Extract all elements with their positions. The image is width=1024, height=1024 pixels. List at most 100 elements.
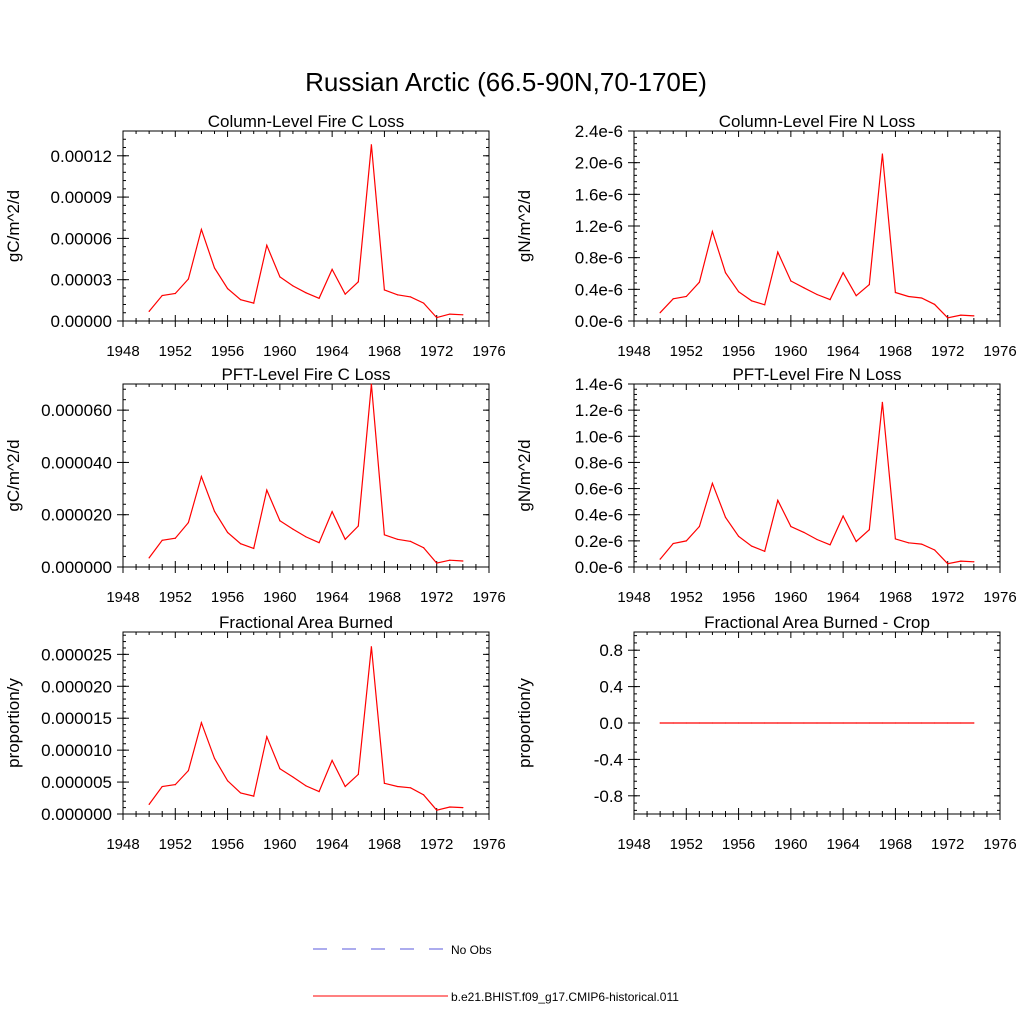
data-point xyxy=(357,281,359,283)
data-point xyxy=(934,722,936,724)
data-point xyxy=(187,521,189,524)
x-tick-label: 1952 xyxy=(159,343,192,360)
data-point xyxy=(161,294,163,297)
data-point xyxy=(816,722,818,724)
x-tick-label: 1972 xyxy=(420,589,453,606)
data-point xyxy=(777,251,779,253)
panel-title: PFT-Level Fire C Loss xyxy=(221,365,390,384)
data-point xyxy=(685,722,687,724)
data-point xyxy=(907,295,910,298)
data-point xyxy=(436,809,438,811)
y-tick-label: 0.000020 xyxy=(41,677,112,696)
data-point xyxy=(292,528,294,530)
data-point xyxy=(751,722,753,724)
data-point xyxy=(383,782,386,784)
data-point xyxy=(842,515,844,517)
data-point xyxy=(423,794,425,796)
data-point xyxy=(187,769,189,772)
data-point xyxy=(934,303,936,305)
x-tick-label: 1976 xyxy=(983,836,1016,853)
data-point xyxy=(920,543,923,545)
data-point xyxy=(187,278,189,280)
y-axis-label: gC/m^2/d xyxy=(4,190,23,262)
x-tick-label: 1968 xyxy=(368,343,401,360)
x-tick-label: 1960 xyxy=(774,589,807,606)
x-tick-label: 1972 xyxy=(420,343,453,360)
x-tick-label: 1976 xyxy=(472,589,505,606)
data-point xyxy=(737,535,740,537)
data-point xyxy=(829,544,831,546)
x-tick-label: 1976 xyxy=(472,836,505,853)
y-tick-label: -0.8 xyxy=(594,787,623,806)
y-tick-label: 0.000000 xyxy=(41,805,112,824)
data-point xyxy=(318,297,320,299)
chart-panels: Column-Level Fire C Loss gC/m^2/d 1948 1952… xyxy=(4,112,1017,853)
y-tick-label: 2.0e-6 xyxy=(575,154,623,173)
y-tick-label: 0.0 xyxy=(599,714,623,733)
data-point xyxy=(659,312,661,314)
y-tick-label: 0.8e-6 xyxy=(575,249,623,268)
x-tick-label: 1968 xyxy=(368,589,401,606)
data-point xyxy=(855,722,857,724)
chart-panel-1: Column-Level Fire C Loss gC/m^2/d 1948 1952… xyxy=(4,112,506,360)
data-point xyxy=(907,722,910,724)
data-point xyxy=(659,722,661,724)
data-point xyxy=(383,289,386,291)
data-point xyxy=(894,722,897,724)
data-point xyxy=(174,292,176,295)
data-point xyxy=(829,722,831,724)
series-line xyxy=(659,153,974,319)
y-tick-label: 0.000020 xyxy=(41,506,112,525)
data-point xyxy=(685,295,687,298)
plot-frame xyxy=(633,130,1001,322)
data-point xyxy=(344,785,346,788)
data-point xyxy=(868,722,870,724)
x-tick-label: 1952 xyxy=(159,836,192,853)
data-point xyxy=(240,543,242,545)
data-point xyxy=(816,538,818,541)
data-point xyxy=(894,291,897,294)
y-tick-label: 0.4e-6 xyxy=(575,280,623,299)
data-point xyxy=(161,785,163,788)
data-point xyxy=(174,537,176,539)
x-tick-label: 1948 xyxy=(617,836,650,853)
data-point xyxy=(711,722,714,724)
data-point xyxy=(803,531,805,533)
data-point xyxy=(777,499,779,501)
data-point xyxy=(855,540,857,543)
data-point xyxy=(868,283,870,286)
panel-title: Column-Level Fire N Loss xyxy=(719,112,916,131)
data-point xyxy=(436,316,438,319)
data-point xyxy=(907,542,910,544)
data-point xyxy=(881,153,883,155)
data-point xyxy=(331,759,333,761)
data-point xyxy=(737,722,740,724)
x-tick-label: 1956 xyxy=(722,589,755,606)
data-point xyxy=(318,542,320,544)
data-point xyxy=(357,773,359,776)
data-point xyxy=(226,531,229,534)
y-tick-label: 1.2e-6 xyxy=(575,401,623,420)
y-axis-label: gN/m^2/d xyxy=(515,190,534,262)
series-line xyxy=(148,384,463,564)
data-point xyxy=(409,787,412,789)
data-point xyxy=(724,516,727,518)
x-tick-label: 1976 xyxy=(983,343,1016,360)
data-point xyxy=(672,542,674,545)
data-point xyxy=(266,244,268,246)
data-point xyxy=(344,293,346,295)
data-point xyxy=(396,538,399,540)
data-point xyxy=(842,272,844,274)
x-tick-label: 1960 xyxy=(774,836,807,853)
data-point xyxy=(973,722,975,724)
x-tick-label: 1948 xyxy=(617,343,650,360)
x-tick-label: 1948 xyxy=(617,589,650,606)
data-point xyxy=(816,293,818,296)
data-point xyxy=(253,547,255,550)
x-tick-label: 1972 xyxy=(931,589,964,606)
x-tick-label: 1956 xyxy=(722,343,755,360)
data-point xyxy=(881,722,883,724)
data-point xyxy=(200,475,203,478)
data-point xyxy=(226,780,229,782)
data-point xyxy=(292,285,294,287)
